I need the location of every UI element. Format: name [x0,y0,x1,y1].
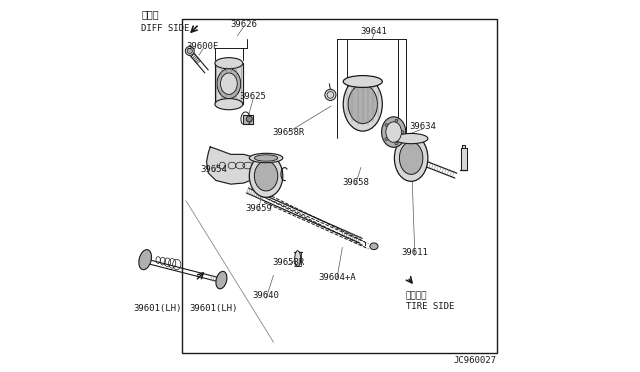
Text: 39658: 39658 [342,178,369,187]
Text: 39611: 39611 [401,248,428,257]
Polygon shape [207,147,259,184]
Ellipse shape [215,58,243,69]
Ellipse shape [399,142,423,174]
Ellipse shape [254,161,278,191]
Ellipse shape [215,99,243,110]
Text: タイヤ側: タイヤ側 [406,291,427,300]
Text: 39604+A: 39604+A [318,273,356,282]
Circle shape [401,131,404,134]
Ellipse shape [381,117,406,147]
Polygon shape [243,115,253,124]
Ellipse shape [254,155,278,161]
Text: 39658R: 39658R [272,258,305,267]
Circle shape [186,46,195,55]
Text: 39625: 39625 [239,92,266,101]
Ellipse shape [250,155,283,197]
Circle shape [325,89,336,100]
Text: 39601(LH): 39601(LH) [133,304,182,313]
Bar [182,19,497,353]
Text: DIFF SIDE: DIFF SIDE [141,24,190,33]
Text: JC960027: JC960027 [454,356,497,365]
Text: 39626: 39626 [230,20,257,29]
Text: 39658R: 39658R [272,128,305,137]
Polygon shape [462,145,465,148]
Ellipse shape [348,85,378,124]
Ellipse shape [221,73,237,94]
Circle shape [395,142,398,145]
Ellipse shape [343,76,382,87]
Polygon shape [461,148,467,170]
Ellipse shape [394,134,428,144]
Ellipse shape [139,250,152,270]
Ellipse shape [370,243,378,250]
Ellipse shape [250,153,283,163]
Circle shape [246,116,252,122]
Text: 39600F: 39600F [187,42,219,51]
Polygon shape [215,63,243,104]
Circle shape [395,119,398,122]
Ellipse shape [216,271,227,289]
Ellipse shape [386,122,401,142]
Text: 39654: 39654 [200,165,227,174]
Text: 39640: 39640 [253,291,280,300]
Circle shape [187,48,193,54]
Circle shape [385,124,388,126]
Text: TIRE SIDE: TIRE SIDE [406,302,454,311]
Text: 39641: 39641 [360,27,387,36]
Text: 39659: 39659 [245,204,272,213]
Ellipse shape [294,251,301,266]
Text: デフ側: デフ側 [141,9,159,19]
Ellipse shape [343,77,382,131]
Ellipse shape [394,135,428,182]
Ellipse shape [217,69,241,99]
Text: 39601(LH): 39601(LH) [190,304,238,313]
Text: 39634: 39634 [409,122,436,131]
Circle shape [385,138,388,141]
